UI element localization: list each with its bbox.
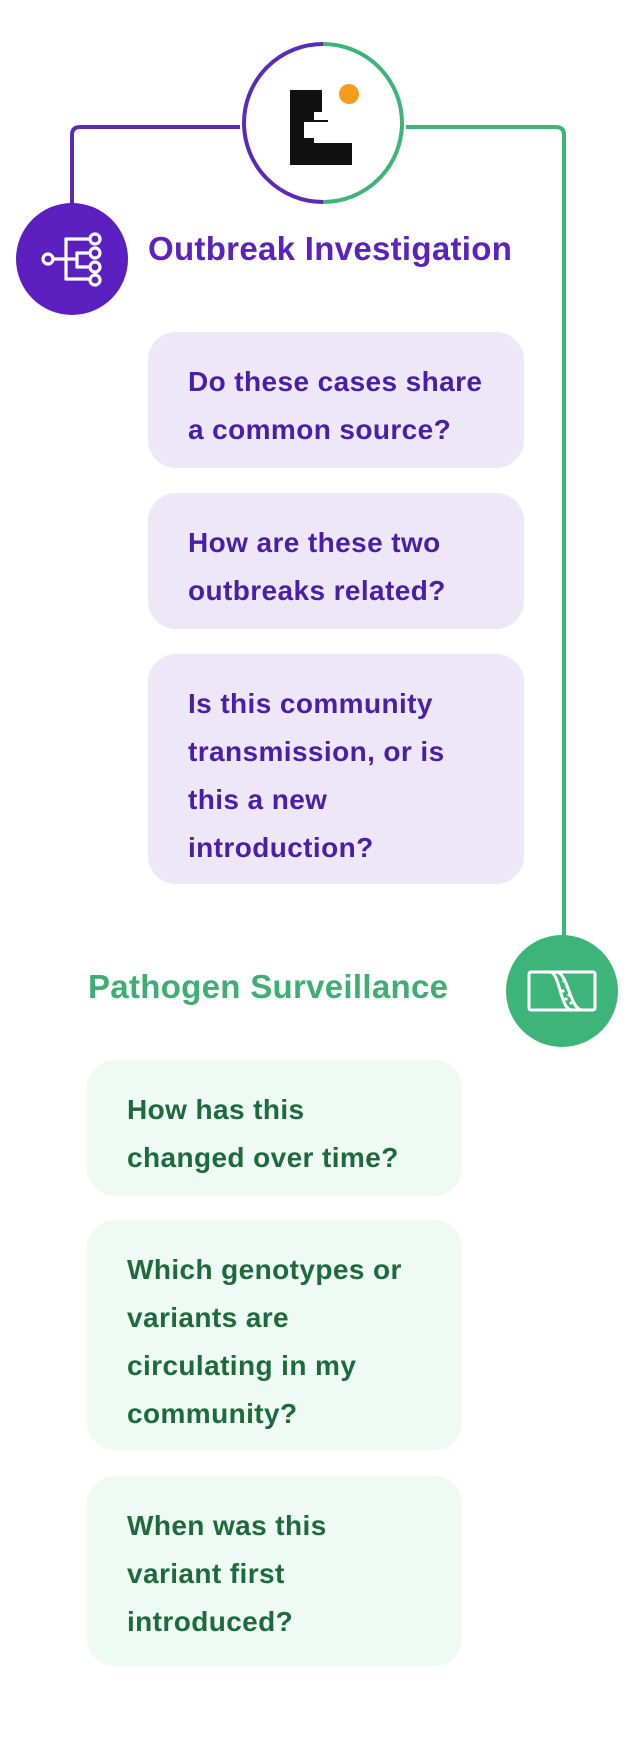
surveillance-icon-badge bbox=[506, 935, 618, 1047]
outbreak-question-card: Do these cases share a common source? bbox=[148, 332, 524, 468]
surveillance-connector-line bbox=[406, 125, 566, 940]
wave-chart-icon bbox=[527, 970, 597, 1012]
surveillance-question-card: How has this changed over time? bbox=[87, 1060, 462, 1196]
phylogenetic-tree-icon bbox=[41, 232, 102, 287]
e-logo-icon bbox=[290, 84, 359, 165]
outbreak-icon-badge bbox=[16, 203, 128, 315]
outbreak-question-card: Is this community transmission, or is th… bbox=[148, 654, 524, 884]
logo-badge bbox=[240, 40, 406, 206]
outbreak-investigation-title: Outbreak Investigation bbox=[148, 230, 513, 267]
outbreak-question-card: How are these two outbreaks related? bbox=[148, 493, 524, 629]
pathogen-surveillance-title: Pathogen Surveillance bbox=[88, 968, 449, 1005]
surveillance-question-card: When was this variant first introduced? bbox=[87, 1476, 462, 1666]
surveillance-question-card: Which genotypes or variants are circulat… bbox=[87, 1220, 462, 1450]
outbreak-connector-line bbox=[70, 125, 240, 208]
